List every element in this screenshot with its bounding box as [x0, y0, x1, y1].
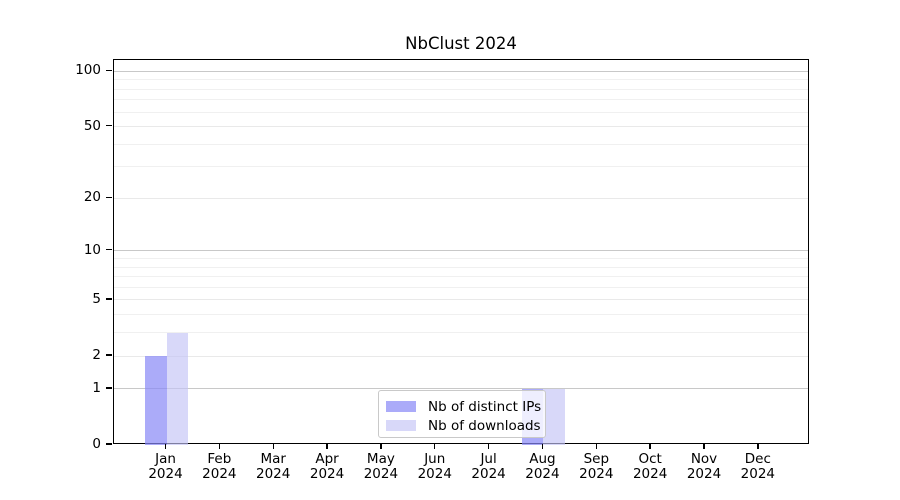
x-tick-label: Dec 2024 [726, 452, 790, 481]
gridline-major [114, 299, 808, 301]
gridline-minor [114, 266, 808, 268]
x-tick-mark [218, 444, 221, 449]
x-tick-label: Apr 2024 [295, 452, 359, 481]
x-tick-month: Apr [315, 451, 339, 467]
x-tick-mark [757, 444, 759, 449]
x-tick-month: Jun [424, 451, 446, 467]
x-tick-mark [164, 444, 167, 449]
x-tick-month: Aug [529, 451, 556, 467]
gridline-decade [114, 70, 808, 72]
gridline-minor [114, 332, 808, 334]
y-tick-mark [106, 354, 112, 356]
bar-downloads [543, 388, 565, 445]
y-tick-mark [106, 387, 112, 389]
x-tick-year: 2024 [525, 465, 560, 482]
gridline-major [114, 355, 808, 357]
gridline-minor [114, 88, 808, 90]
y-tick-mark [106, 124, 112, 127]
gridline-minor [114, 79, 808, 81]
chart-title: NbClust 2024 [405, 34, 517, 53]
x-tick-year: 2024 [363, 465, 399, 482]
x-tick-month: Oct [638, 451, 662, 467]
legend-label: Nb of downloads [428, 417, 541, 434]
x-tick-month: Jul [480, 451, 497, 467]
x-tick-month: Feb [207, 451, 232, 467]
legend-swatch-distinct-ips [386, 401, 416, 412]
y-tick-label: 2 [92, 347, 101, 364]
y-tick-label: 50 [83, 117, 101, 134]
x-tick-mark [649, 444, 651, 449]
x-tick-mark [434, 444, 436, 449]
x-tick-year: 2024 [471, 465, 506, 482]
legend-swatch-downloads [386, 420, 416, 431]
x-tick-label: May 2024 [349, 452, 413, 481]
y-tick-mark [106, 69, 112, 71]
plot-area: Nb of distinct IPs Nb of downloads [113, 59, 809, 445]
gridline-decade [114, 388, 808, 390]
y-tick-label: 1 [92, 379, 101, 396]
gridline-decade [114, 250, 808, 252]
gridline-minor [114, 258, 808, 259]
legend-entry: Nb of distinct IPs [379, 397, 541, 416]
x-tick-mark [703, 444, 705, 449]
x-tick-month: Dec [744, 451, 771, 467]
legend-label: Nb of distinct IPs [428, 398, 542, 415]
gridline-major [114, 126, 808, 128]
x-tick-label: Jan 2024 [134, 452, 198, 481]
x-tick-year: 2024 [740, 465, 776, 482]
x-tick-mark [380, 444, 382, 449]
y-tick-mark [106, 298, 112, 300]
x-tick-month: Sep [583, 451, 610, 467]
y-tick-label: 10 [83, 241, 101, 258]
gridline-minor [114, 99, 808, 101]
gridline-minor [114, 166, 808, 168]
y-tick-label: 20 [83, 189, 101, 206]
x-tick-month: Mar [260, 451, 286, 467]
gridline-minor [114, 111, 808, 113]
legend-entry: Nb of downloads [379, 416, 541, 435]
x-tick-label: Nov 2024 [672, 452, 736, 481]
y-tick-label: 100 [75, 62, 101, 79]
x-tick-label: Mar 2024 [241, 452, 305, 481]
x-tick-mark [487, 444, 490, 449]
x-tick-year: 2024 [579, 465, 614, 482]
x-tick-mark [326, 444, 328, 449]
bar-downloads [166, 332, 188, 445]
x-tick-label: Oct 2024 [618, 452, 682, 481]
x-tick-month: Jan [155, 451, 176, 467]
x-tick-year: 2024 [202, 465, 237, 482]
x-tick-mark [595, 444, 597, 449]
x-tick-year: 2024 [417, 465, 452, 482]
bar-distinct-ips [145, 356, 167, 445]
x-tick-label: Jun 2024 [403, 452, 467, 481]
gridline-minor [114, 276, 808, 278]
y-tick-label: 5 [92, 290, 101, 307]
x-tick-month: May [366, 451, 395, 467]
x-tick-year: 2024 [309, 465, 345, 482]
gridline-minor [114, 286, 808, 288]
x-tick-year: 2024 [686, 465, 722, 482]
legend: Nb of distinct IPs Nb of downloads [378, 390, 546, 438]
gridline-minor [114, 314, 808, 316]
y-tick-mark [106, 249, 112, 251]
x-tick-year: 2024 [148, 465, 183, 482]
x-tick-year: 2024 [256, 465, 291, 482]
x-tick-label: Aug 2024 [510, 452, 574, 481]
x-tick-mark [272, 444, 274, 449]
y-tick-mark [106, 443, 112, 445]
x-tick-year: 2024 [632, 465, 668, 482]
gridline-minor [114, 143, 808, 145]
y-tick-mark [106, 196, 112, 199]
x-tick-month: Nov [690, 451, 718, 467]
x-tick-label: Sep 2024 [564, 452, 628, 481]
y-tick-label: 0 [92, 436, 101, 452]
x-tick-label: Feb 2024 [187, 452, 251, 481]
gridline-major [114, 197, 808, 199]
x-tick-mark [541, 444, 544, 449]
x-tick-label: Jul 2024 [457, 452, 521, 481]
